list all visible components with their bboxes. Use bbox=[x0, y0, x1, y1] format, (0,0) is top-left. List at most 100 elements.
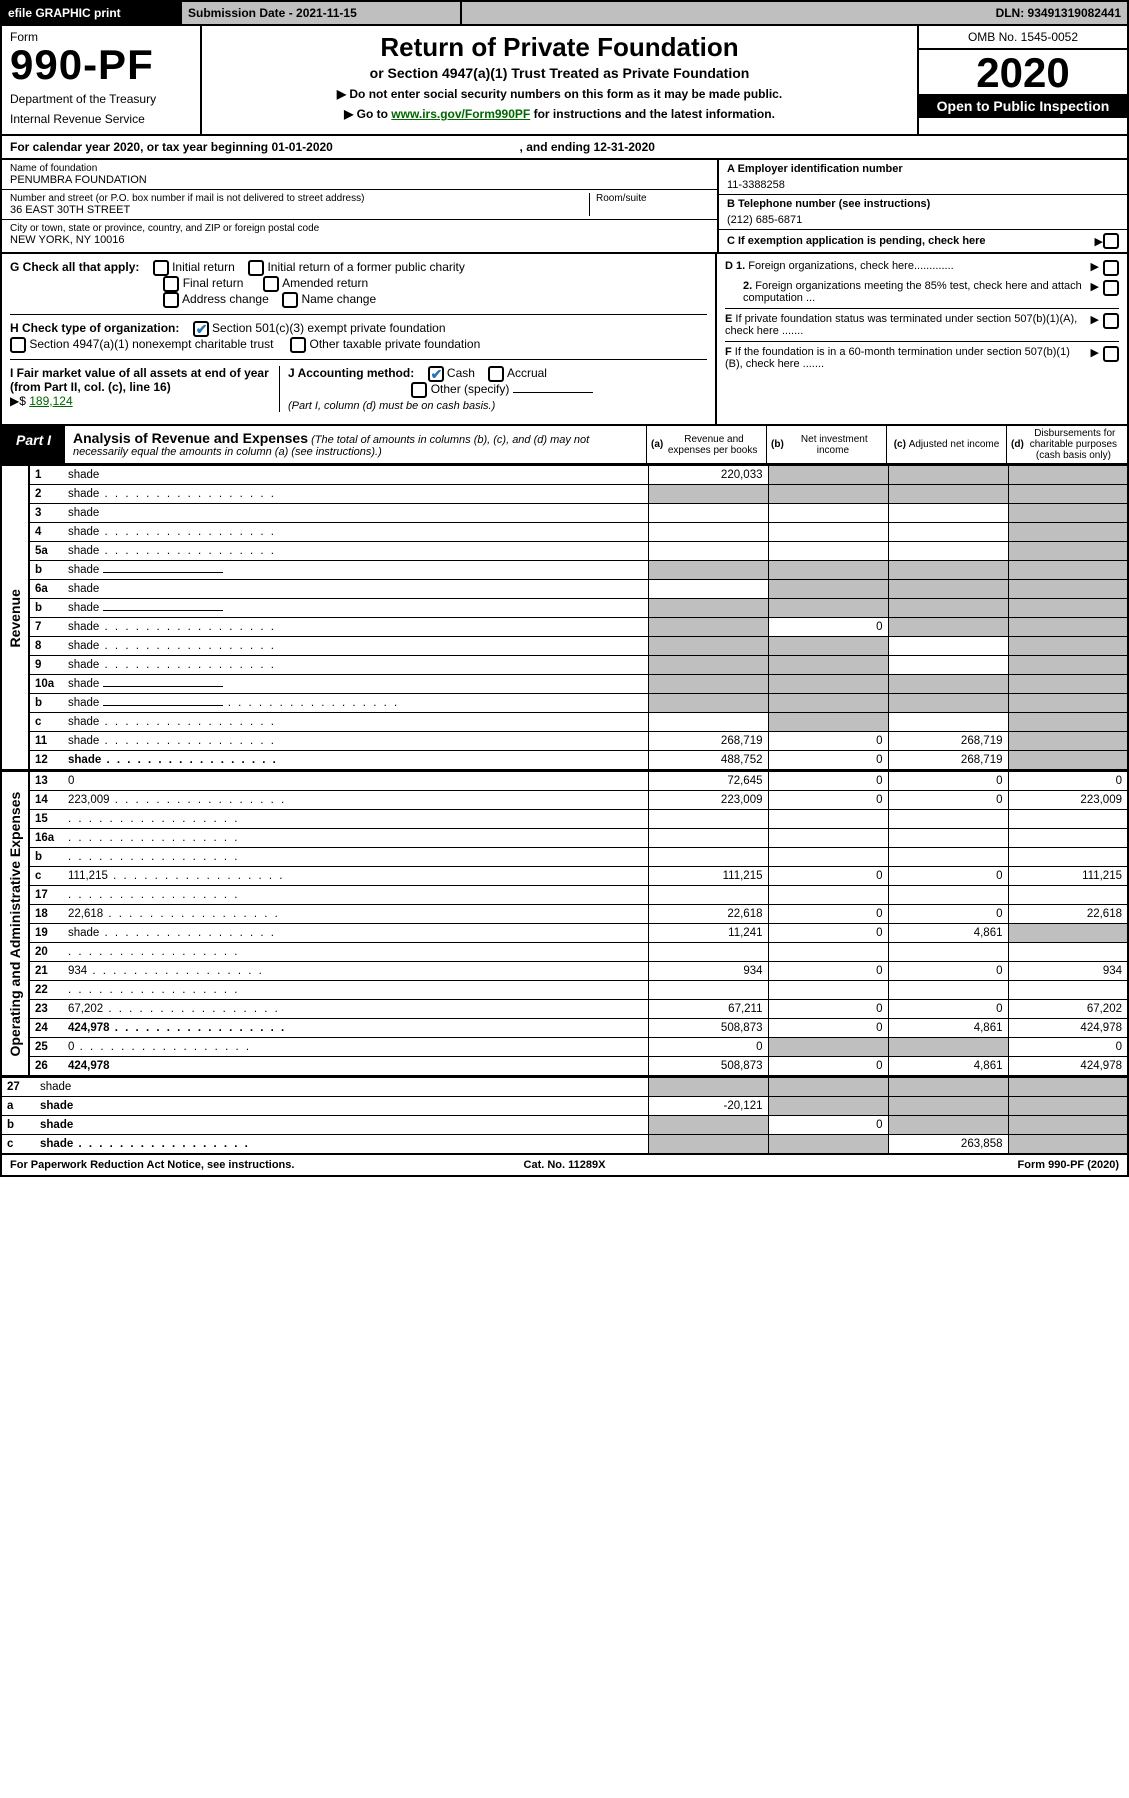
j-accrual-checkbox[interactable] bbox=[488, 366, 504, 382]
j-note: (Part I, column (d) must be on cash basi… bbox=[288, 400, 495, 412]
table-row: cshade bbox=[1, 713, 1128, 732]
table-row: 27shade bbox=[1, 1078, 1128, 1097]
cell-amount bbox=[648, 542, 768, 561]
cell-shaded bbox=[888, 599, 1008, 618]
cell-amount bbox=[648, 943, 768, 962]
header-center: Return of Private Foundation or Section … bbox=[202, 26, 917, 134]
cell-amount bbox=[888, 848, 1008, 867]
line-number: b bbox=[29, 599, 63, 618]
street-label: Number and street (or P.O. box number if… bbox=[10, 193, 589, 204]
foundation-name: PENUMBRA FOUNDATION bbox=[10, 174, 709, 186]
cell-shaded bbox=[888, 1038, 1008, 1057]
line-number: 27 bbox=[1, 1078, 35, 1097]
cell-shaded bbox=[888, 694, 1008, 713]
j-other: Other (specify) bbox=[431, 382, 510, 396]
efile-print-label: efile GRAPHIC print bbox=[2, 2, 182, 24]
e-checkbox[interactable] bbox=[1103, 313, 1119, 329]
cell-shaded bbox=[1008, 523, 1128, 542]
cell-amount: 268,719 bbox=[888, 751, 1008, 771]
line-desc: 424,978 bbox=[63, 1057, 648, 1077]
line-number: 9 bbox=[29, 656, 63, 675]
h-501c3-checkbox[interactable] bbox=[193, 321, 209, 337]
line-desc: shade bbox=[63, 542, 648, 561]
part-1-header: Part I Analysis of Revenue and Expenses … bbox=[0, 426, 1129, 465]
expenses-table: Operating and Administrative Expenses130… bbox=[0, 771, 1129, 1077]
line-desc: shade bbox=[63, 675, 648, 694]
d1-checkbox[interactable] bbox=[1103, 260, 1119, 276]
h-opt-1: Section 501(c)(3) exempt private foundat… bbox=[212, 321, 445, 335]
part-1-tab: Part I bbox=[2, 426, 65, 463]
line-desc: shade bbox=[63, 694, 648, 713]
cell-shaded bbox=[1008, 466, 1128, 485]
g-opt-4: Address change bbox=[182, 292, 269, 306]
form-title: Return of Private Foundation bbox=[212, 32, 907, 63]
cell-shaded bbox=[648, 1078, 768, 1097]
cell-amount: 111,215 bbox=[1008, 867, 1128, 886]
city-row: City or town, state or province, country… bbox=[2, 220, 717, 249]
cell-shaded bbox=[768, 1078, 888, 1097]
cell-shaded bbox=[648, 599, 768, 618]
cell-shaded bbox=[1008, 751, 1128, 771]
line-desc: shade bbox=[63, 523, 648, 542]
line-desc: shade bbox=[35, 1097, 648, 1116]
line-desc: 67,202 bbox=[63, 1000, 648, 1019]
g-initial-return-checkbox[interactable] bbox=[153, 260, 169, 276]
line-desc bbox=[63, 943, 648, 962]
line-desc: shade bbox=[63, 599, 648, 618]
cell-amount: 0 bbox=[768, 1000, 888, 1019]
form990pf-link[interactable]: www.irs.gov/Form990PF bbox=[391, 107, 530, 121]
line-number: 13 bbox=[29, 772, 63, 791]
city-value: NEW YORK, NY 10016 bbox=[10, 234, 709, 246]
cell-amount bbox=[768, 829, 888, 848]
g-name-change-checkbox[interactable] bbox=[282, 292, 298, 308]
check-left: G Check all that apply: Initial return I… bbox=[2, 254, 717, 424]
e-row: E If private foundation status was termi… bbox=[725, 308, 1119, 337]
f-checkbox[interactable] bbox=[1103, 346, 1119, 362]
table-row: 12shade488,7520268,719 bbox=[1, 751, 1128, 771]
cell-amount: 0 bbox=[888, 905, 1008, 924]
line-desc bbox=[63, 981, 648, 1000]
cell-shaded bbox=[768, 580, 888, 599]
cell-amount bbox=[888, 542, 1008, 561]
cell-amount: 0 bbox=[648, 1038, 768, 1057]
phone-label: B Telephone number (see instructions) bbox=[727, 198, 1119, 210]
table-row: bshade bbox=[1, 694, 1128, 713]
table-row: 19shade11,24104,861 bbox=[1, 924, 1128, 943]
cell-amount: 11,241 bbox=[648, 924, 768, 943]
table-row: 4shade bbox=[1, 523, 1128, 542]
cell-amount bbox=[888, 504, 1008, 523]
cell-amount bbox=[768, 504, 888, 523]
exemption-checkbox[interactable] bbox=[1103, 233, 1119, 249]
g-final-return-checkbox[interactable] bbox=[163, 276, 179, 292]
arrow-icon: ▶ bbox=[1091, 313, 1099, 326]
d2-checkbox[interactable] bbox=[1103, 280, 1119, 296]
cell-amount: -20,121 bbox=[648, 1097, 768, 1116]
h-4947-checkbox[interactable] bbox=[10, 337, 26, 353]
line-number: 4 bbox=[29, 523, 63, 542]
cell-shaded bbox=[1008, 694, 1128, 713]
line-number: 12 bbox=[29, 751, 63, 771]
g-initial-former-checkbox[interactable] bbox=[248, 260, 264, 276]
cell-shaded bbox=[1008, 542, 1128, 561]
j-other-checkbox[interactable] bbox=[411, 382, 427, 398]
cell-amount bbox=[648, 848, 768, 867]
cell-shaded bbox=[768, 561, 888, 580]
dept-irs: Internal Revenue Service bbox=[10, 112, 192, 126]
g-amended-checkbox[interactable] bbox=[263, 276, 279, 292]
cell-amount: 67,202 bbox=[1008, 1000, 1128, 1019]
line-desc bbox=[63, 848, 648, 867]
table-row: b bbox=[1, 848, 1128, 867]
g-address-change-checkbox[interactable] bbox=[163, 292, 179, 308]
d1-row: D 1. D 1. Foreign organizations, check h… bbox=[725, 260, 1119, 276]
cell-amount: 111,215 bbox=[648, 867, 768, 886]
line-desc: shade bbox=[63, 637, 648, 656]
arrow-icon: ▶ bbox=[1091, 260, 1099, 273]
table-row: 2shade bbox=[1, 485, 1128, 504]
table-row: bshade bbox=[1, 561, 1128, 580]
h-other-taxable-checkbox[interactable] bbox=[290, 337, 306, 353]
cell-amount bbox=[768, 943, 888, 962]
ein-value: 11-3388258 bbox=[727, 179, 1119, 191]
line-number: 2 bbox=[29, 485, 63, 504]
cell-amount bbox=[768, 810, 888, 829]
j-cash-checkbox[interactable] bbox=[428, 366, 444, 382]
